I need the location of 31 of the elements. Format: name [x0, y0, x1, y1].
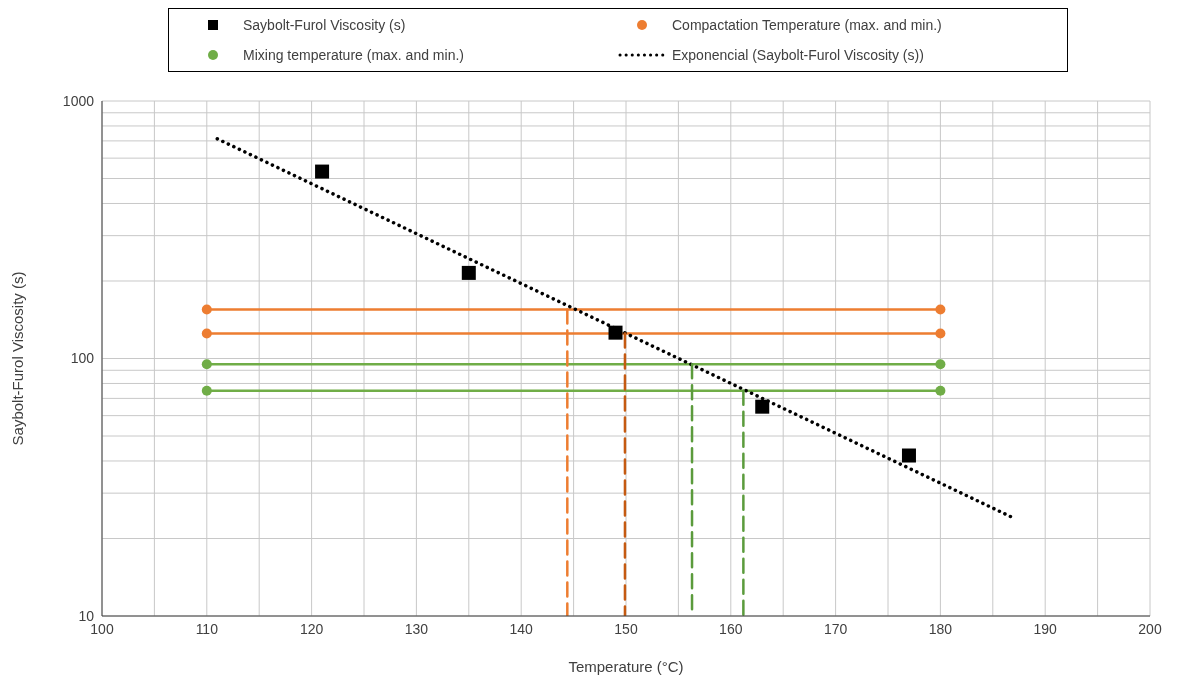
x-tick-label: 170	[823, 620, 848, 637]
point	[315, 164, 330, 179]
point	[201, 304, 212, 315]
point	[935, 385, 946, 396]
x-tick-label: 180	[928, 620, 953, 637]
x-axis-title: Temperature (°C)	[568, 658, 684, 675]
point	[901, 448, 916, 463]
legend-label: Mixing temperature (max. and min.)	[243, 47, 464, 63]
x-tick-label: 200	[1138, 620, 1162, 637]
point	[201, 385, 212, 396]
x-tick-label: 120	[299, 620, 324, 637]
point	[935, 328, 946, 339]
x-tick-label: 140	[509, 620, 534, 637]
x-tick-label: 130	[404, 620, 429, 637]
point	[755, 399, 770, 414]
x-tick-label: 190	[1033, 620, 1058, 637]
point	[201, 359, 212, 370]
point	[608, 325, 623, 340]
point	[461, 265, 476, 280]
point	[201, 328, 212, 339]
legend-label: Compactation Temperature (max. and min.)	[672, 17, 942, 33]
y-axis-title: Saybolt-Furol Viscosity (s)	[9, 271, 27, 446]
legend-label: Exponencial (Saybolt-Furol Viscosity (s))	[672, 47, 924, 63]
x-tick-label: 150	[614, 620, 638, 637]
y-tick-label: 100	[70, 350, 95, 367]
x-tick-label: 110	[195, 620, 219, 637]
point	[935, 359, 946, 370]
legend-label: Saybolt-Furol Viscosity (s)	[243, 17, 406, 33]
y-tick-label: 1000	[62, 92, 95, 109]
x-tick-label: 160	[719, 620, 743, 637]
point	[935, 304, 946, 315]
